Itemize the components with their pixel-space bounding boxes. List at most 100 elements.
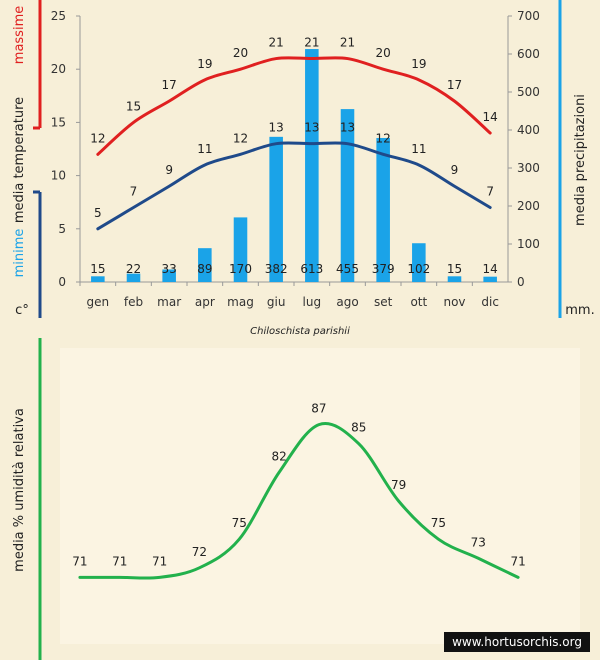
precipitation-bar <box>376 137 390 282</box>
x-tick-label: ago <box>336 295 358 309</box>
max-axis-title: massime <box>12 6 27 64</box>
max-temperature-label: 20 <box>376 46 391 60</box>
left-tick-label: 25 <box>51 9 66 23</box>
precipitation-bar <box>447 276 462 282</box>
watermark: www.hortusorchis.org <box>444 632 590 652</box>
x-tick-label: mag <box>227 295 254 309</box>
precipitation-bar <box>412 243 426 282</box>
precipitation-label: 455 <box>336 262 359 276</box>
max-temperature-label: 17 <box>162 78 177 92</box>
precipitation-bar <box>305 49 319 283</box>
humidity-label: 75 <box>431 516 446 530</box>
max-temperature-label: 20 <box>233 46 248 60</box>
x-tick-label: mar <box>157 295 181 309</box>
x-tick-label: giu <box>267 295 286 309</box>
right-tick-label: 500 <box>517 85 540 99</box>
x-tick-label: dic <box>481 295 499 309</box>
max-temperature-label: 19 <box>197 57 212 71</box>
max-temperature-label: 21 <box>304 36 319 50</box>
min-temperature-label: 7 <box>486 185 494 199</box>
precipitation-bar <box>198 248 212 282</box>
max-temperature-label: 17 <box>447 78 462 92</box>
min-temperature-label: 12 <box>376 131 391 145</box>
humidity-line <box>78 422 520 580</box>
precipitation-bar <box>269 136 283 282</box>
min-temperature-label: 13 <box>340 121 355 135</box>
humidity-label: 73 <box>471 535 486 549</box>
left-tick-label: 5 <box>58 222 66 236</box>
min-temperature-line <box>96 141 492 231</box>
humidity-label: 75 <box>232 516 247 530</box>
humidity-label: 71 <box>72 554 87 568</box>
right-tick-label: 700 <box>517 9 540 23</box>
humidity-label: 71 <box>510 554 525 568</box>
right-tick-label: 0 <box>517 275 525 289</box>
right-tick-label: 200 <box>517 199 540 213</box>
humidity-label: 71 <box>152 554 167 568</box>
precipitation-bar <box>483 276 497 282</box>
precipitation-label: 33 <box>162 262 177 276</box>
max-temperature-label: 21 <box>269 36 284 50</box>
precipitation-bar <box>340 109 355 282</box>
right-axis-title: media precipitazioni <box>573 94 588 226</box>
precipitation-label: 613 <box>300 262 323 276</box>
max-temperature-line <box>96 56 492 156</box>
x-tick-label: ott <box>410 295 427 309</box>
humidity-label: 82 <box>271 449 286 463</box>
precipitation-label: 14 <box>483 262 498 276</box>
precipitation-bar <box>233 217 248 282</box>
max-temperature-label: 19 <box>411 57 426 71</box>
left-tick-label: 0 <box>58 275 66 289</box>
min-temperature-label: 9 <box>165 163 173 177</box>
right-tick-label: 400 <box>517 123 540 137</box>
min-temperature-label: 13 <box>304 121 319 135</box>
left-unit-label: c° <box>15 303 29 318</box>
precipitation-label: 15 <box>447 262 462 276</box>
x-tick-label: lug <box>303 295 322 309</box>
humidity-label: 72 <box>192 545 207 559</box>
humidity-chart: 71 71 71 72 75 82 87 85 79 75 73 71 media % umidità … <box>12 338 580 660</box>
chart-subtitle: Chiloschista parishii <box>250 326 350 337</box>
precipitation-label: 379 <box>372 262 395 276</box>
precipitation-bar <box>91 276 105 282</box>
min-temperature-label: 7 <box>130 185 138 199</box>
max-temperature-label: 15 <box>126 99 141 113</box>
precipitation-label: 22 <box>126 262 141 276</box>
x-tick-label: set <box>374 295 393 309</box>
left-tick-label: 20 <box>51 62 66 76</box>
precipitation-bar <box>162 269 176 282</box>
left-tick-label: 10 <box>51 169 66 183</box>
max-temperature-label: 21 <box>340 36 355 50</box>
min-temperature-label: 12 <box>233 131 248 145</box>
x-tick-label: nov <box>443 295 465 309</box>
right-tick-label: 300 <box>517 161 540 175</box>
precipitation-label: 382 <box>265 262 288 276</box>
right-tick-label: 600 <box>517 47 540 61</box>
humidity-label: 71 <box>112 554 127 568</box>
min-temperature-label: 11 <box>197 142 212 156</box>
humidity-label: 79 <box>391 478 406 492</box>
left-tick-label: 15 <box>51 115 66 129</box>
left-axis-title: media temperature <box>12 97 27 223</box>
precipitation-label: 89 <box>197 262 212 276</box>
precipitation-bar <box>126 273 141 282</box>
x-tick-label: feb <box>124 295 143 309</box>
min-temperature-label: 13 <box>269 121 284 135</box>
humidity-axis-title: media % umidità relativa <box>12 408 27 572</box>
x-tick-label: apr <box>195 295 215 309</box>
precipitation-label: 15 <box>90 262 105 276</box>
humidity-label: 85 <box>351 421 366 435</box>
max-temperature-label: 14 <box>483 110 498 124</box>
min-temperature-label: 11 <box>411 142 426 156</box>
min-axis-title: minime <box>12 229 27 278</box>
right-unit-label: mm. <box>565 303 594 318</box>
humidity-label: 87 <box>311 402 326 416</box>
humidity-plot-area <box>60 348 580 644</box>
x-tick-label: gen <box>87 295 110 309</box>
min-temperature-label: 5 <box>94 206 102 220</box>
precipitation-label: 102 <box>407 262 430 276</box>
min-temperature-label: 9 <box>451 163 459 177</box>
precipitation-label: 170 <box>229 262 252 276</box>
right-tick-label: 100 <box>517 237 540 251</box>
